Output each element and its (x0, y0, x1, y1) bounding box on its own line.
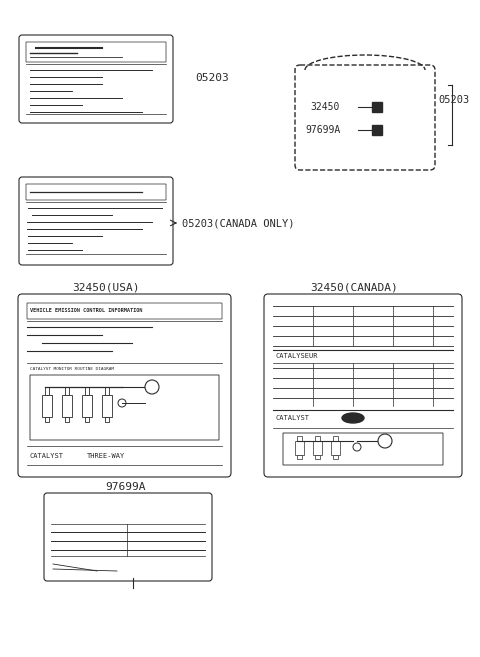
Bar (372, 125, 382, 135)
FancyBboxPatch shape (26, 42, 166, 62)
FancyBboxPatch shape (44, 493, 212, 581)
Text: CATALYSEUR: CATALYSEUR (276, 353, 319, 359)
Text: 05203: 05203 (438, 95, 469, 105)
Bar (62, 395, 72, 417)
Bar (315, 455, 320, 459)
Text: CATALYST: CATALYST (276, 415, 310, 421)
Bar (65, 387, 69, 395)
Bar (331, 441, 340, 455)
Text: 97699A: 97699A (105, 482, 145, 492)
Bar (297, 455, 302, 459)
Text: 05203(CANADA ONLY): 05203(CANADA ONLY) (182, 218, 295, 228)
Bar (85, 387, 89, 395)
Circle shape (378, 434, 392, 448)
Text: 32450: 32450 (310, 102, 339, 112)
Text: 05203: 05203 (195, 73, 229, 83)
FancyBboxPatch shape (19, 35, 173, 123)
Bar (82, 395, 92, 417)
Bar (105, 387, 109, 395)
Bar (85, 417, 89, 422)
Text: CATALYST MONITOR ROUTINE DIAGRAM: CATALYST MONITOR ROUTINE DIAGRAM (30, 367, 114, 371)
Bar (45, 417, 49, 422)
FancyBboxPatch shape (295, 65, 435, 170)
Bar (297, 436, 302, 441)
FancyBboxPatch shape (264, 294, 462, 477)
FancyBboxPatch shape (30, 375, 219, 440)
Bar (315, 436, 320, 441)
Bar (42, 395, 52, 417)
Bar (102, 395, 112, 417)
Bar (105, 417, 109, 422)
FancyBboxPatch shape (18, 294, 231, 477)
Text: 97699A: 97699A (305, 125, 340, 135)
Text: THREE-WAY: THREE-WAY (87, 453, 125, 459)
Circle shape (353, 443, 361, 451)
Bar (333, 436, 338, 441)
FancyBboxPatch shape (26, 184, 166, 200)
Bar (295, 441, 304, 455)
Text: CATALYST: CATALYST (30, 453, 64, 459)
Bar (65, 417, 69, 422)
Ellipse shape (342, 413, 364, 423)
Text: 32450(CANADA): 32450(CANADA) (310, 283, 398, 293)
Circle shape (118, 399, 126, 407)
Bar (313, 441, 322, 455)
Circle shape (145, 380, 159, 394)
FancyBboxPatch shape (27, 303, 222, 319)
Bar (333, 455, 338, 459)
Text: VEHICLE EMISSION CONTROL INFORMATION: VEHICLE EMISSION CONTROL INFORMATION (30, 309, 143, 313)
Text: 32450(USA): 32450(USA) (72, 283, 140, 293)
FancyBboxPatch shape (283, 433, 443, 465)
Bar (372, 102, 382, 112)
Bar (45, 387, 49, 395)
FancyBboxPatch shape (19, 177, 173, 265)
